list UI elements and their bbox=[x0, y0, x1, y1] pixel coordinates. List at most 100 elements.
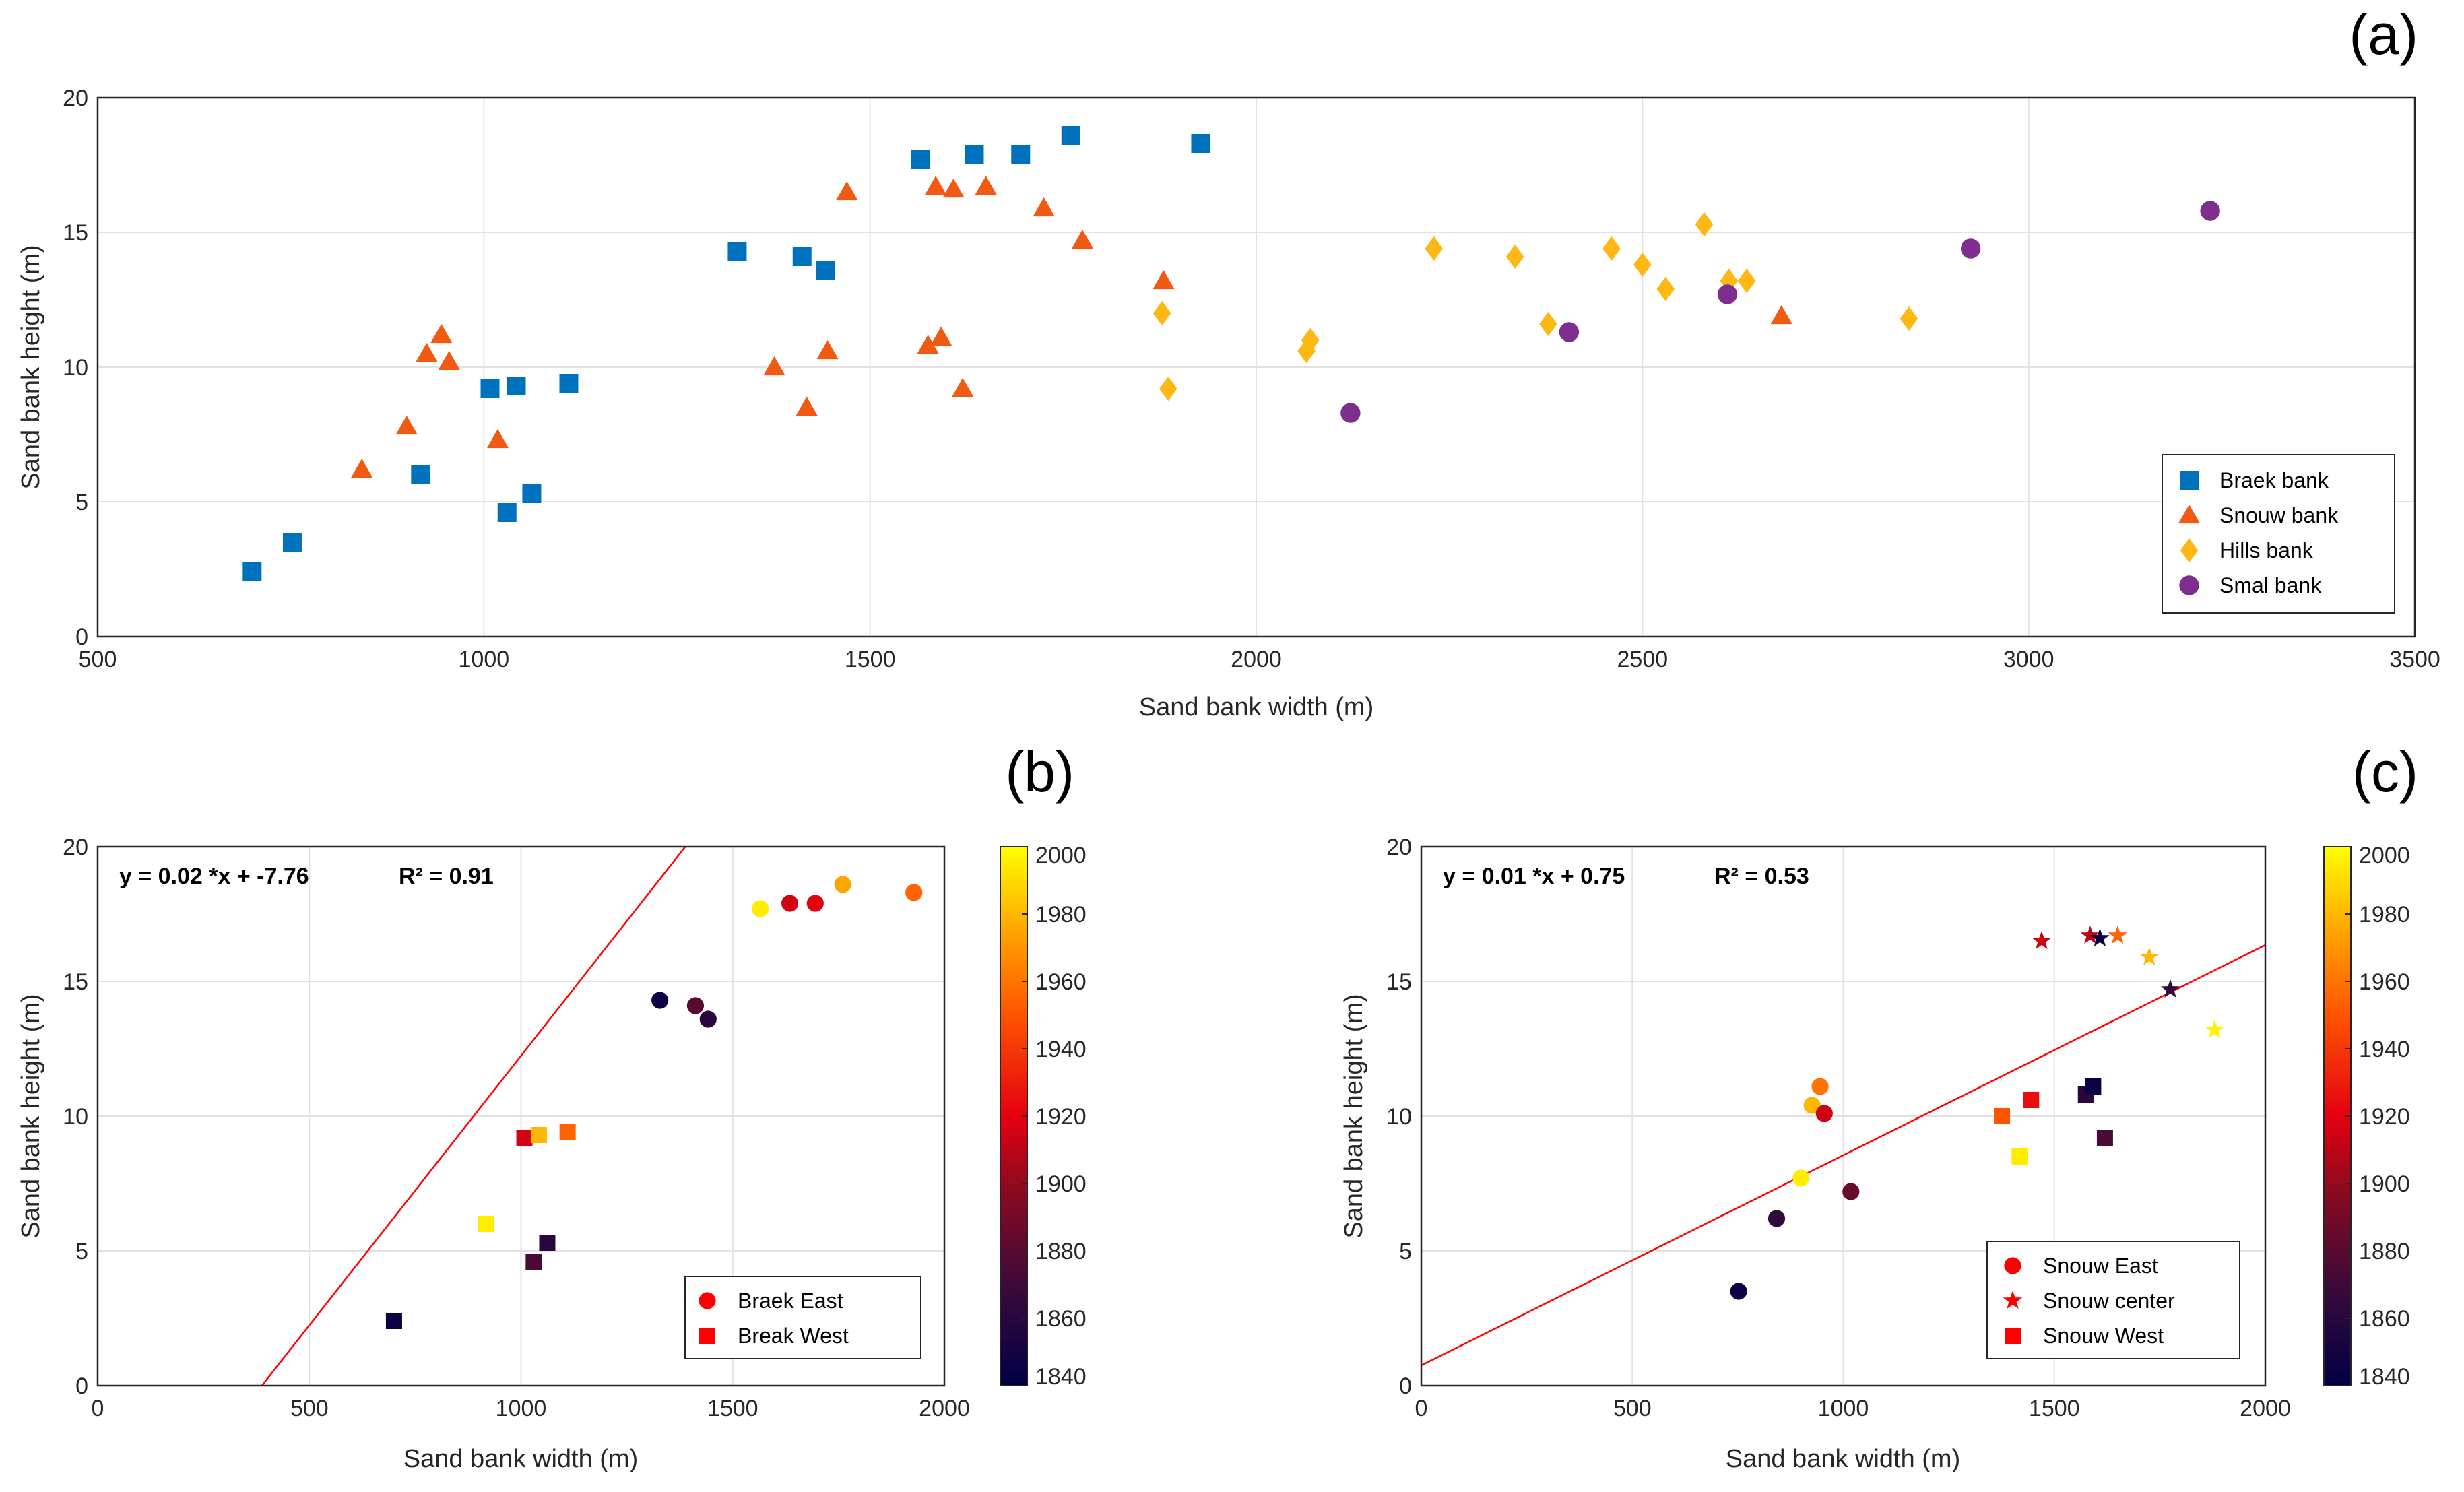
point-snouw-center bbox=[2160, 979, 2180, 998]
legend-marker-braek-east bbox=[699, 1292, 716, 1309]
panel-a-marks bbox=[242, 126, 2220, 581]
legend-marker-snouw-west bbox=[2005, 1328, 2021, 1344]
point-snouw-bank bbox=[1071, 229, 1094, 249]
point-break-west bbox=[516, 1130, 533, 1146]
point-snouw-bank bbox=[1033, 197, 1055, 217]
point-snouw-bank bbox=[796, 396, 818, 416]
panel-b-ylabel: Sand bank height (m) bbox=[17, 994, 45, 1238]
colorbar-tick-label: 1860 bbox=[2359, 1306, 2410, 1332]
panel-a-grid bbox=[98, 98, 2415, 637]
point-snouw-east bbox=[1811, 1078, 1829, 1095]
panel-c-label: (c) bbox=[2352, 740, 2418, 804]
panel-b-marks bbox=[385, 876, 923, 1329]
point-break-west bbox=[385, 1313, 402, 1329]
point-break-west bbox=[478, 1216, 494, 1232]
point-snouw-east bbox=[1792, 1169, 1810, 1187]
x-tick-label: 3500 bbox=[2389, 647, 2440, 672]
point-snouw-east bbox=[1768, 1210, 1786, 1227]
point-hills-bank bbox=[1900, 306, 1918, 331]
legend-label-snouw-bank: Snouw bank bbox=[2219, 503, 2339, 527]
x-tick-label: 0 bbox=[1415, 1396, 1428, 1421]
legend-marker-snouw-center bbox=[2003, 1291, 2023, 1309]
y-tick-label: 15 bbox=[63, 969, 88, 995]
colorbar-tick-label: 1920 bbox=[1035, 1104, 1087, 1130]
panel-b-r2: R² = 0.91 bbox=[399, 864, 494, 889]
point-hills-bank bbox=[1656, 276, 1675, 302]
point-hills-bank bbox=[1539, 311, 1557, 337]
legend-label-break-west: Break West bbox=[738, 1324, 849, 1348]
colorbar-tick-label: 1980 bbox=[2359, 902, 2410, 928]
point-hills-bank bbox=[1695, 212, 1714, 237]
point-braek-east bbox=[686, 997, 705, 1014]
colorbar-tick-label: 1880 bbox=[1035, 1239, 1087, 1264]
panel-c-ticks: 0 500 1000 1500 2000 0 5 10 15 20 bbox=[1386, 835, 2291, 1421]
point-braek-east bbox=[905, 884, 923, 901]
point-braek-east bbox=[834, 876, 851, 893]
legend-marker-snouw-east bbox=[2004, 1257, 2021, 1274]
point-smal-bank bbox=[2200, 201, 2220, 221]
colorbar-tick-label: 1940 bbox=[2359, 1037, 2410, 1062]
point-hills-bank bbox=[1633, 252, 1652, 278]
point-braek-bank bbox=[792, 247, 812, 266]
panel-c-colorbar-ticks: 1840 1860 1880 1900 1920 1940 1960 1980 2000 bbox=[2345, 843, 2410, 1390]
colorbar-tick-label: 1940 bbox=[1035, 1037, 1087, 1062]
panel-c-ylabel: Sand bank height (m) bbox=[1340, 994, 1368, 1238]
point-braek-bank bbox=[559, 374, 579, 393]
colorbar-tick-label: 1840 bbox=[2359, 1364, 2410, 1390]
point-braek-bank bbox=[411, 465, 430, 484]
panel-b-label: (b) bbox=[1005, 740, 1074, 804]
point-snouw-bank bbox=[430, 323, 453, 344]
colorbar-tick-label: 1880 bbox=[2359, 1239, 2410, 1264]
x-tick-label: 2000 bbox=[1231, 647, 1282, 672]
y-tick-label: 0 bbox=[1399, 1373, 1412, 1399]
legend-marker-break-west bbox=[699, 1328, 715, 1344]
colorbar-tick-label: 2000 bbox=[1035, 843, 1087, 868]
point-braek-east bbox=[651, 992, 669, 1009]
point-break-west bbox=[525, 1254, 542, 1270]
panel-c-colorbar: 1840 1860 1880 1900 1920 1940 1960 1980 2000 bbox=[2323, 843, 2410, 1390]
point-smal-bank bbox=[1559, 322, 1580, 342]
x-tick-label: 1500 bbox=[2029, 1396, 2080, 1421]
colorbar-tick-label: 1960 bbox=[1035, 969, 1087, 995]
legend-marker-smal-bank bbox=[2179, 575, 2199, 595]
x-tick-label: 0 bbox=[92, 1396, 104, 1421]
panel-b-frame bbox=[96, 845, 946, 1387]
point-snouw-center bbox=[2139, 947, 2159, 966]
x-tick-label: 500 bbox=[79, 647, 117, 672]
panel-a-legend: Braek bank Snouw bank Hills bank Smal bank bbox=[2162, 454, 2395, 614]
point-braek-bank bbox=[497, 503, 517, 522]
point-snouw-bank bbox=[917, 334, 939, 354]
y-tick-label: 10 bbox=[1386, 1104, 1412, 1130]
panel-b-ticks: 0 500 1000 1500 2000 0 5 10 15 20 bbox=[63, 835, 970, 1421]
point-break-west bbox=[559, 1124, 576, 1140]
panel-b-legend-box bbox=[684, 1276, 921, 1359]
point-snouw-bank bbox=[925, 175, 947, 195]
x-tick-label: 2500 bbox=[1617, 647, 1668, 672]
point-snouw-west bbox=[2011, 1148, 2028, 1165]
x-tick-label: 1000 bbox=[1818, 1396, 1869, 1421]
y-tick-label: 20 bbox=[63, 86, 88, 111]
point-snouw-west bbox=[2096, 1130, 2113, 1146]
point-braek-bank bbox=[1011, 145, 1031, 164]
point-break-west bbox=[539, 1235, 556, 1251]
panel-a-ticks: 500 1000 1500 2000 2500 3000 3500 0 5 10 15 20 bbox=[63, 86, 2440, 672]
point-hills-bank bbox=[1737, 268, 1756, 294]
point-snouw-east bbox=[1842, 1183, 1860, 1200]
point-snouw-bank bbox=[952, 377, 974, 397]
x-tick-label: 1000 bbox=[496, 1396, 547, 1421]
panel-c-xlabel: Sand bank width (m) bbox=[1726, 1445, 1961, 1473]
panel-c-frame bbox=[1420, 845, 2267, 1387]
panel-a-frame bbox=[96, 96, 2416, 638]
panel-a-legend-items: Braek bank Snouw bank Hills bank Smal bank bbox=[2178, 468, 2339, 597]
point-snouw-bank bbox=[351, 458, 373, 478]
x-tick-label: 3000 bbox=[2003, 647, 2054, 672]
point-break-west bbox=[530, 1127, 547, 1143]
point-snouw-center bbox=[2080, 926, 2100, 944]
point-hills-bank bbox=[1425, 236, 1444, 261]
point-hills-bank bbox=[1720, 268, 1739, 294]
y-tick-label: 0 bbox=[75, 1373, 88, 1399]
point-braek-bank bbox=[965, 145, 984, 164]
legend-label-smal-bank: Smal bank bbox=[2219, 573, 2322, 597]
x-tick-label: 500 bbox=[290, 1396, 329, 1421]
